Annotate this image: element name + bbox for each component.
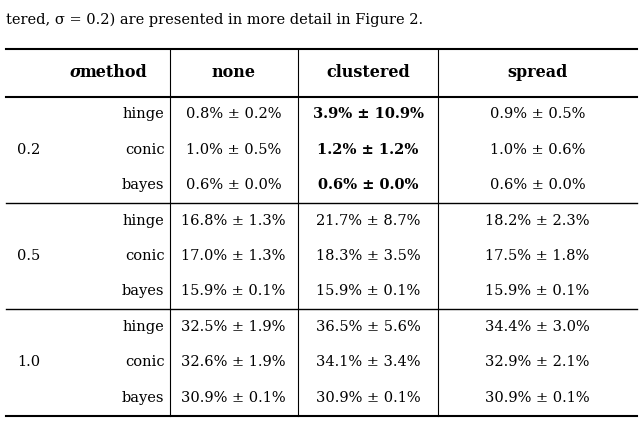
Text: 0.6% ± 0.0%: 0.6% ± 0.0% (317, 178, 419, 192)
Text: σ: σ (69, 64, 81, 81)
Text: 17.5% ± 1.8%: 17.5% ± 1.8% (486, 249, 589, 263)
Text: 0.6% ± 0.0%: 0.6% ± 0.0% (186, 178, 282, 192)
Text: 36.5% ± 5.6%: 36.5% ± 5.6% (316, 320, 420, 334)
Text: spread: spread (508, 64, 568, 81)
Text: 18.2% ± 2.3%: 18.2% ± 2.3% (485, 214, 590, 228)
Text: 21.7% ± 8.7%: 21.7% ± 8.7% (316, 214, 420, 228)
Text: 1.0% ± 0.6%: 1.0% ± 0.6% (490, 143, 586, 157)
Text: 1.2% ± 1.2%: 1.2% ± 1.2% (317, 143, 419, 157)
Text: 17.0% ± 1.3%: 17.0% ± 1.3% (181, 249, 286, 263)
Text: 3.9% ± 10.9%: 3.9% ± 10.9% (312, 107, 424, 121)
Text: 15.9% ± 0.1%: 15.9% ± 0.1% (182, 285, 285, 298)
Text: hinge: hinge (123, 320, 164, 334)
Text: bayes: bayes (122, 391, 164, 405)
Text: 0.9% ± 0.5%: 0.9% ± 0.5% (490, 107, 586, 121)
Text: 1.0% ± 0.5%: 1.0% ± 0.5% (186, 143, 281, 157)
Text: 34.1% ± 3.4%: 34.1% ± 3.4% (316, 355, 420, 369)
Text: 34.4% ± 3.0%: 34.4% ± 3.0% (485, 320, 590, 334)
Text: 15.9% ± 0.1%: 15.9% ± 0.1% (316, 285, 420, 298)
Text: 0.6% ± 0.0%: 0.6% ± 0.0% (490, 178, 586, 192)
Text: conic: conic (125, 143, 164, 157)
Text: 16.8% ± 1.3%: 16.8% ± 1.3% (181, 214, 286, 228)
Text: 32.9% ± 2.1%: 32.9% ± 2.1% (485, 355, 590, 369)
Text: none: none (212, 64, 255, 81)
Text: conic: conic (125, 355, 164, 369)
Text: 0.5: 0.5 (17, 249, 40, 263)
Text: hinge: hinge (123, 214, 164, 228)
Text: 15.9% ± 0.1%: 15.9% ± 0.1% (486, 285, 589, 298)
Text: bayes: bayes (122, 285, 164, 298)
Text: 32.5% ± 1.9%: 32.5% ± 1.9% (181, 320, 286, 334)
Text: method: method (80, 64, 147, 81)
Text: 18.3% ± 3.5%: 18.3% ± 3.5% (316, 249, 420, 263)
Text: tered, σ = 0.2) are presented in more detail in Figure 2.: tered, σ = 0.2) are presented in more de… (6, 13, 424, 27)
Text: bayes: bayes (122, 178, 164, 192)
Text: 30.9% ± 0.1%: 30.9% ± 0.1% (181, 391, 286, 405)
Text: 32.6% ± 1.9%: 32.6% ± 1.9% (181, 355, 286, 369)
Text: clustered: clustered (326, 64, 410, 81)
Text: 30.9% ± 0.1%: 30.9% ± 0.1% (316, 391, 420, 405)
Text: conic: conic (125, 249, 164, 263)
Text: hinge: hinge (123, 107, 164, 121)
Text: 1.0: 1.0 (17, 355, 40, 369)
Text: 0.2: 0.2 (17, 143, 40, 157)
Text: 30.9% ± 0.1%: 30.9% ± 0.1% (485, 391, 590, 405)
Text: 0.8% ± 0.2%: 0.8% ± 0.2% (186, 107, 282, 121)
